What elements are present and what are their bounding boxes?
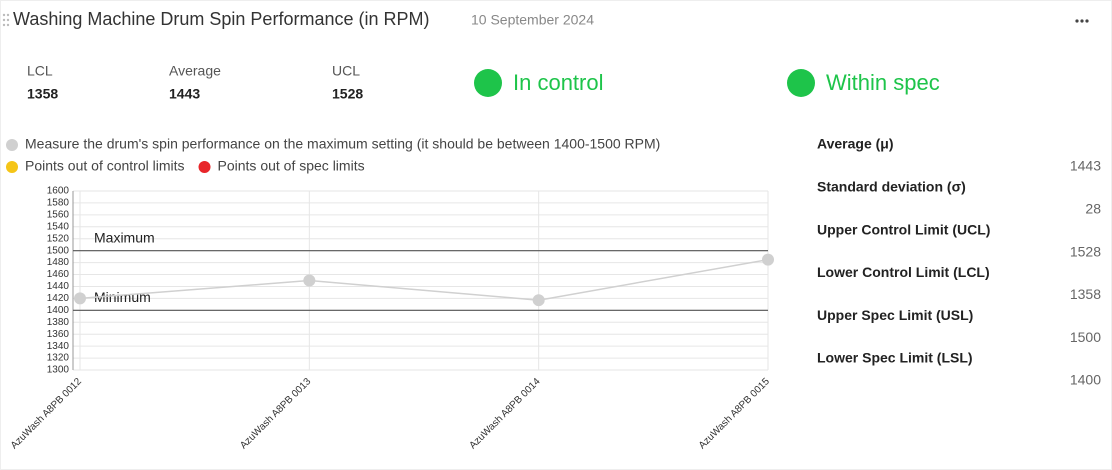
status-label: Within spec	[826, 70, 940, 95]
summary-label: Upper Spec Limit (USL)	[817, 307, 973, 323]
y-tick-label: 1580	[47, 198, 70, 209]
summary-value: 1443	[1070, 158, 1101, 174]
data-point	[74, 292, 86, 305]
legend-label: Points out of control limits	[25, 158, 185, 174]
stat-value: 1358	[27, 86, 58, 102]
stat-label: Average	[169, 63, 221, 79]
summary-value: 1500	[1070, 329, 1101, 345]
legend-marker	[6, 161, 18, 173]
title: Washing Machine Drum Spin Performance (i…	[13, 9, 429, 29]
y-tick-label: 1340	[47, 341, 70, 352]
stat-label: UCL	[332, 63, 360, 79]
data-point	[532, 294, 545, 307]
status-label: In control	[513, 70, 604, 95]
y-tick-label: 1480	[47, 257, 70, 268]
summary-label: Lower Control Limit (LCL)	[817, 264, 990, 280]
y-tick-label: 1320	[47, 353, 70, 364]
y-tick-label: 1560	[47, 210, 70, 221]
y-tick-label: 1540	[47, 221, 70, 232]
y-tick-label: 1600	[47, 186, 70, 197]
data-point	[762, 253, 774, 266]
stat-value: 1443	[169, 86, 200, 102]
stat-value: 1528	[332, 86, 363, 102]
y-tick-label: 1380	[47, 317, 70, 328]
date: 10 September 2024	[471, 12, 594, 28]
legend-label: Measure the drum's spin performance on t…	[25, 136, 660, 152]
menu-button[interactable]	[1075, 19, 1089, 23]
status-indicator	[787, 69, 815, 97]
summary-label: Lower Spec Limit (LSL)	[817, 350, 973, 366]
summary-value: 1528	[1070, 243, 1101, 259]
y-tick-label: 1300	[47, 365, 70, 376]
drag-handle[interactable]	[2, 13, 10, 27]
y-tick-label: 1460	[47, 269, 70, 280]
summary-label: Average (μ)	[817, 136, 894, 152]
legend-marker	[6, 139, 18, 151]
reference-label: Minimum	[94, 289, 151, 305]
stat-label: LCL	[27, 63, 53, 79]
reference-label: Maximum	[94, 229, 155, 245]
y-tick-label: 1420	[47, 293, 70, 304]
status-indicator	[474, 69, 502, 97]
y-tick-label: 1520	[47, 233, 70, 244]
legend-marker	[198, 161, 211, 173]
data-point	[303, 274, 316, 287]
series-line	[79, 258, 769, 301]
summary-label: Upper Control Limit (UCL)	[817, 221, 990, 237]
summary-label: Standard deviation (σ)	[817, 179, 966, 195]
y-tick-label: 1500	[47, 245, 70, 256]
y-tick-label: 1440	[47, 281, 70, 292]
summary-value: 1400	[1070, 372, 1101, 388]
y-tick-label: 1400	[47, 305, 70, 316]
summary-value: 28	[1085, 201, 1101, 217]
summary-value: 1358	[1070, 286, 1101, 302]
y-tick-label: 1360	[47, 329, 70, 340]
legend-label: Points out of spec limits	[218, 158, 365, 174]
